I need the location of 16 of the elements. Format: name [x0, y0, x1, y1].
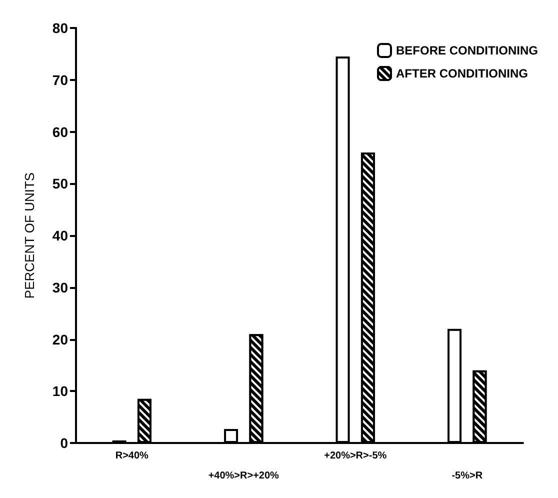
y-tick-label: 60 — [52, 124, 68, 140]
x-tick-label: +40%>R>+20% — [208, 470, 280, 482]
legend-label: BEFORE CONDITIONING — [396, 44, 538, 58]
x-tick-label: -5%>R — [452, 470, 484, 482]
y-tick-label: 70 — [52, 72, 68, 88]
y-axis-title: PERCENT OF UNITS — [22, 172, 37, 299]
y-tick-label: 10 — [52, 383, 68, 400]
y-tick-label: 0 — [60, 435, 68, 451]
x-tick-label: R>40% — [115, 450, 149, 462]
x-tick-label: +20%>R>-5% — [324, 450, 387, 462]
y-tick-label: 80 — [52, 20, 68, 36]
y-tick-label: 30 — [52, 279, 68, 296]
legend-label: AFTER CONDITIONING — [396, 66, 528, 80]
y-tick-label: 20 — [52, 331, 68, 348]
y-tick-label: 50 — [52, 176, 68, 192]
y-tick-label: 40 — [52, 228, 68, 244]
